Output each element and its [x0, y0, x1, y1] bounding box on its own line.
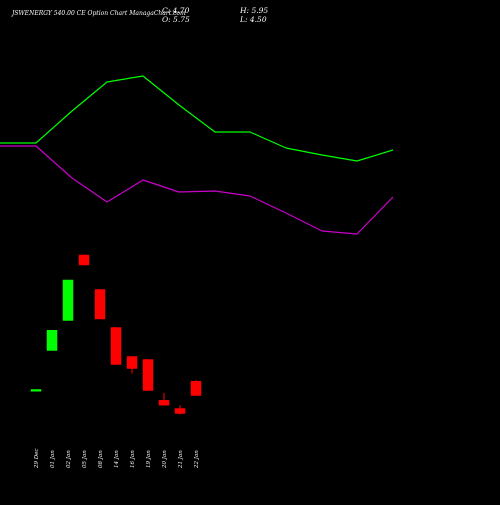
candle-22-jan	[190, 380, 202, 396]
candle-19-jan	[142, 359, 154, 391]
date-axis: 29 Dec 01 Jan 02 Jan 05 Jan 08 Jan 14 Jan 16 J…	[34, 449, 200, 470]
candle-body	[158, 400, 170, 406]
candle-14-jan	[110, 327, 122, 365]
candle-21-jan	[174, 405, 186, 415]
date-label: 14 Jan	[114, 450, 120, 468]
date-label: 21 Jan	[178, 450, 184, 469]
date-label: 01 Jan	[50, 450, 56, 468]
indicator-lines	[0, 75, 394, 235]
candle-body	[78, 254, 90, 266]
candle-body	[94, 289, 106, 320]
candle-29-dec	[30, 389, 42, 392]
candle-01-jan	[46, 330, 58, 351]
date-label: 29 Dec	[34, 449, 40, 470]
candle-02-jan	[62, 279, 74, 321]
candle-05-jan	[78, 254, 90, 266]
candle-body	[174, 408, 186, 414]
low-value: L: 4.50	[240, 15, 267, 24]
date-label: 22 Jan	[194, 450, 200, 469]
high-value: H: 5.95	[240, 6, 269, 15]
date-label: 08 Jan	[98, 450, 104, 468]
candle-body	[142, 359, 154, 391]
date-label: 19 Jan	[146, 450, 152, 468]
candle-body	[62, 279, 74, 321]
candle-body	[110, 327, 122, 365]
candle-body	[30, 389, 42, 392]
candlesticks	[30, 254, 202, 415]
candle-body	[126, 356, 138, 369]
candle-20-jan	[158, 393, 170, 406]
upper-line	[0, 75, 394, 162]
lower-line	[0, 145, 394, 235]
open-value: O: 5.75	[162, 15, 190, 24]
candle-16-jan	[126, 356, 138, 374]
date-label: 16 Jan	[130, 450, 136, 468]
candle-08-jan	[94, 289, 106, 320]
close-value: C: 4.70	[162, 6, 190, 15]
date-label: 20 Jan	[162, 450, 168, 469]
candle-body	[46, 330, 58, 351]
candle-body	[190, 381, 202, 396]
date-label: 02 Jan	[66, 450, 72, 468]
chart-title: JSWENERGY 540.00 CE Option Chart ManagaC…	[12, 10, 186, 17]
date-label: 05 Jan	[82, 450, 88, 468]
